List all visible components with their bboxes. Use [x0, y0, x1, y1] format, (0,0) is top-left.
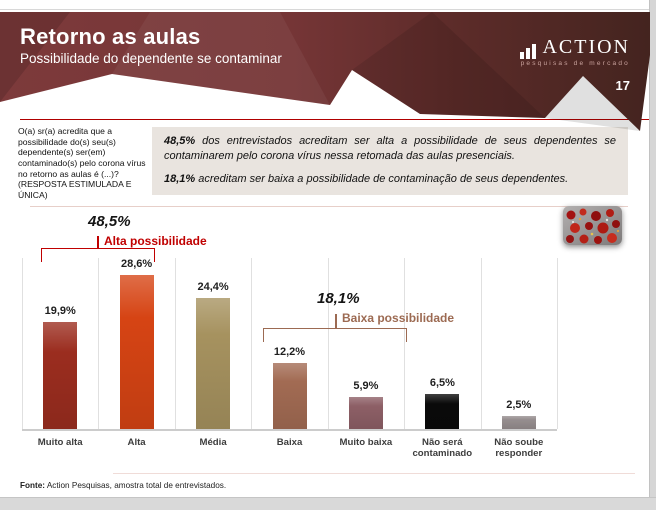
window-bottom-bar[interactable] — [0, 497, 656, 510]
bar-m-dia — [196, 298, 231, 429]
bar-alta — [119, 275, 154, 429]
category-label: Não soube responder — [494, 437, 544, 460]
footer-divider — [113, 473, 635, 474]
scrollbar-track[interactable] — [649, 0, 656, 510]
bar-value-label: 12,2% — [273, 346, 306, 358]
category-separator-line — [327, 258, 329, 429]
baixa-total-label: 18,1% — [317, 290, 360, 307]
x-axis-line — [22, 429, 557, 431]
bar-value-label: 6,5% — [429, 377, 455, 389]
bar-value-label: 5,9% — [353, 380, 379, 392]
category-separator-line — [480, 258, 482, 429]
category-label: Alta — [127, 437, 146, 448]
bar-value-label: 24,4% — [197, 281, 229, 293]
finding-2-percent: 18,1% — [164, 172, 196, 185]
category-separator-line — [251, 258, 253, 429]
logo-tagline: pesquisas de mercado — [520, 60, 630, 67]
finding-1: 48,5% dos entrevistados acreditam ser al… — [164, 134, 616, 165]
finding-2: 18,1% acreditam ser baixa a possibilidad… — [164, 172, 616, 187]
coronavirus-image — [563, 206, 622, 245]
action-logo: ACTION pesquisas de mercado — [520, 36, 630, 67]
alta-total-label: 48,5% — [88, 213, 131, 230]
source-text: Action Pesquisas, amostra total de entre… — [45, 481, 227, 490]
category-separator-line — [22, 258, 23, 429]
slide-title: Retorno as aulas — [20, 24, 201, 49]
category-label: Muito baixa — [339, 437, 393, 448]
bar-n-o-ser-contaminado — [425, 394, 460, 429]
category-label: Muito alta — [37, 437, 83, 448]
logo-wordmark: ACTION — [542, 36, 630, 58]
question-text: O(a) sr(a) acredita que a possibilidade … — [18, 126, 146, 200]
finding-2-text: acreditam ser baixa a possibilidade de c… — [195, 172, 569, 185]
alta-bracket-stem — [97, 236, 99, 248]
divider-line-red — [20, 119, 649, 120]
alta-bracket — [41, 248, 155, 262]
bar-baixa — [272, 363, 307, 429]
slide-top-edge — [0, 9, 656, 10]
bar-chart-icon — [520, 44, 537, 59]
bar-muito-alta — [43, 322, 78, 429]
category-separator-line — [174, 258, 176, 429]
source-label: Fonte: — [20, 481, 46, 490]
finding-1-text: dos entrevistados acreditam ser alta a p… — [164, 135, 616, 163]
category-label: Média — [199, 437, 227, 448]
bar-value-label: 28,6% — [120, 258, 153, 270]
category-label: Baixa — [276, 437, 303, 448]
baixa-bracket-stem — [335, 314, 337, 328]
bar-muito-baixa — [348, 397, 383, 429]
bar-n-o-soube-responder — [501, 416, 536, 429]
category-separator-line — [98, 258, 100, 429]
divider-line-faint — [30, 206, 628, 207]
baixa-bracket — [263, 328, 407, 342]
bar-value-label: 19,9% — [44, 305, 76, 317]
source-note: Fonte: Action Pesquisas, amostra total d… — [20, 481, 226, 490]
key-findings-box: 48,5% dos entrevistados acreditam ser al… — [152, 127, 628, 196]
page-number: 17 — [615, 78, 630, 93]
baixa-group-label: Baixa possibilidade — [342, 311, 455, 325]
bar-value-label: 2,5% — [506, 399, 532, 411]
category-label: Não será contaminado — [412, 437, 473, 460]
alta-group-label: Alta possibilidade — [104, 234, 207, 248]
category-separator-line — [404, 258, 406, 429]
slide-subtitle: Possibilidade do dependente se contamina… — [20, 51, 282, 66]
category-separator-line — [557, 258, 558, 429]
finding-1-percent: 48,5% — [164, 135, 196, 147]
header-banner-graphic — [0, 12, 650, 131]
